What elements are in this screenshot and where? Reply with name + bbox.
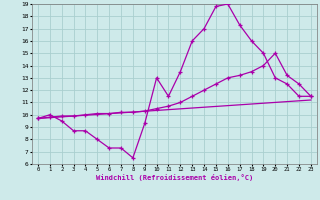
X-axis label: Windchill (Refroidissement éolien,°C): Windchill (Refroidissement éolien,°C) <box>96 174 253 181</box>
